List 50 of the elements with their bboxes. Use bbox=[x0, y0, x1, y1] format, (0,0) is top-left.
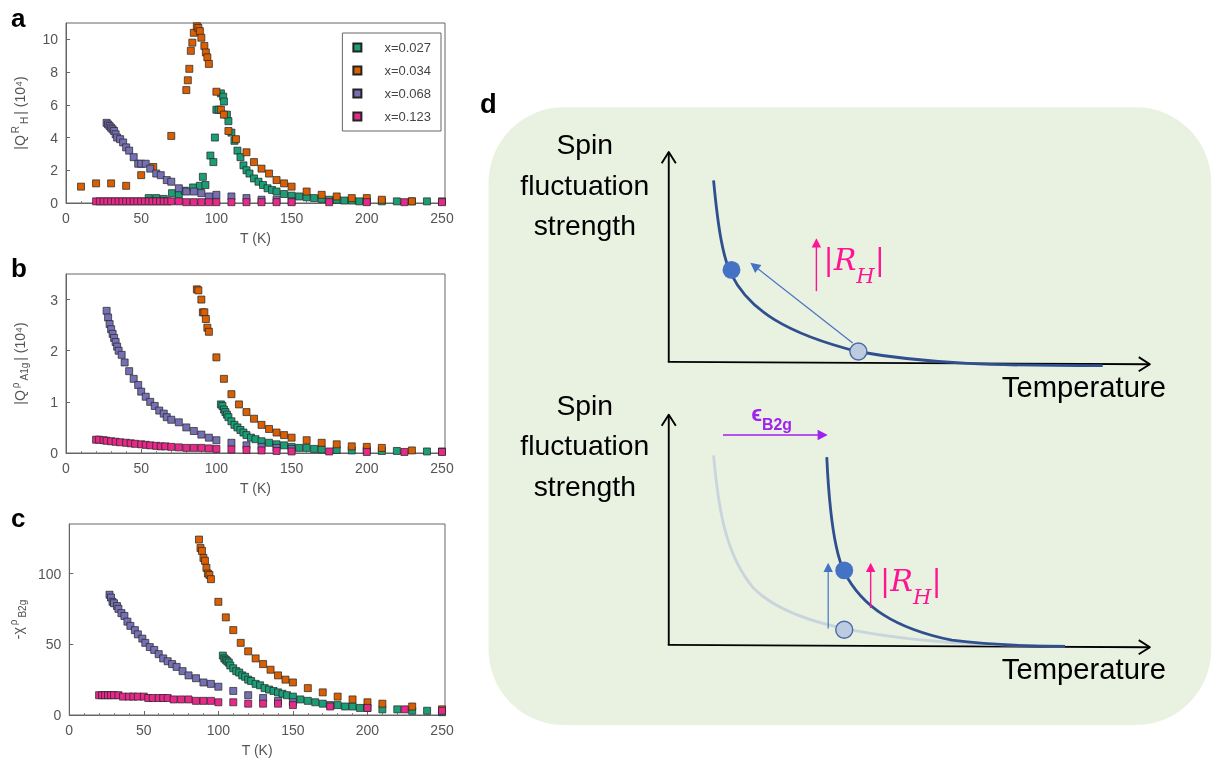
text: Temperature bbox=[1001, 371, 1166, 404]
text: Spin fluctuation strength bbox=[520, 128, 650, 242]
text: ϵ$_{B2g}$ bbox=[751, 400, 793, 433]
x-axis-title: T (K) bbox=[240, 230, 271, 246]
x-tick-label: 0 bbox=[65, 722, 74, 738]
y-tick-label: 100 bbox=[37, 565, 62, 582]
y-tick-label: 4 bbox=[50, 129, 59, 146]
x-tick-label: 50 bbox=[133, 210, 150, 226]
x-tick-label: 100 bbox=[204, 210, 229, 226]
chart-title: b bbox=[11, 253, 27, 283]
x-tick-label: 200 bbox=[355, 460, 379, 476]
y-tick-label: 2 bbox=[50, 342, 59, 359]
x-tick-label: 250 bbox=[430, 722, 454, 738]
y-tick-label: 3 bbox=[50, 291, 59, 308]
text: |R$_{H}$| bbox=[880, 562, 942, 609]
y-axis-title: -χρB2g bbox=[7, 599, 28, 640]
text: Temperature bbox=[1001, 652, 1166, 685]
chart-title: a bbox=[11, 3, 26, 33]
x-tick-label: 150 bbox=[279, 210, 304, 226]
legend-label: x=0.123 bbox=[384, 109, 431, 124]
x-tick-label: 150 bbox=[281, 722, 305, 738]
x-tick-label: 50 bbox=[136, 722, 152, 738]
y-tick-label: 2 bbox=[50, 162, 59, 179]
y-tick-label: 8 bbox=[50, 64, 59, 81]
text: Spin fluctuation strength bbox=[520, 388, 650, 502]
legend-label: x=0.027 bbox=[384, 40, 431, 55]
x-tick-label: 200 bbox=[355, 210, 379, 226]
y-tick-label: 1 bbox=[50, 393, 59, 410]
y-tick-label: 0 bbox=[50, 195, 59, 211]
y-axis-title: |QRH| (10⁴) bbox=[9, 76, 30, 150]
x-tick-label: 100 bbox=[206, 722, 231, 738]
legend-label: x=0.068 bbox=[384, 86, 431, 101]
x-tick-label: 150 bbox=[279, 460, 304, 476]
x-tick-label: 250 bbox=[430, 210, 454, 226]
chart-title: c bbox=[11, 503, 26, 533]
x-axis-title: T (K) bbox=[241, 742, 273, 758]
y-tick-label: 50 bbox=[45, 636, 62, 653]
x-tick-label: 200 bbox=[355, 722, 380, 738]
legend-label: x=0.034 bbox=[384, 63, 431, 78]
x-tick-label: 250 bbox=[430, 460, 454, 476]
y-axis-title: |QρA1g| (10⁴) bbox=[9, 322, 30, 405]
x-axis-title: T (K) bbox=[240, 480, 271, 496]
y-tick-label: 6 bbox=[50, 96, 59, 113]
x-tick-label: 50 bbox=[133, 460, 150, 476]
y-tick-label: 0 bbox=[50, 445, 59, 461]
x-tick-label: 100 bbox=[204, 460, 229, 476]
text: |R$_{H}$| bbox=[823, 241, 885, 288]
y-tick-label: 0 bbox=[53, 707, 62, 723]
text: d bbox=[480, 87, 497, 119]
y-tick-label: 10 bbox=[42, 31, 59, 48]
